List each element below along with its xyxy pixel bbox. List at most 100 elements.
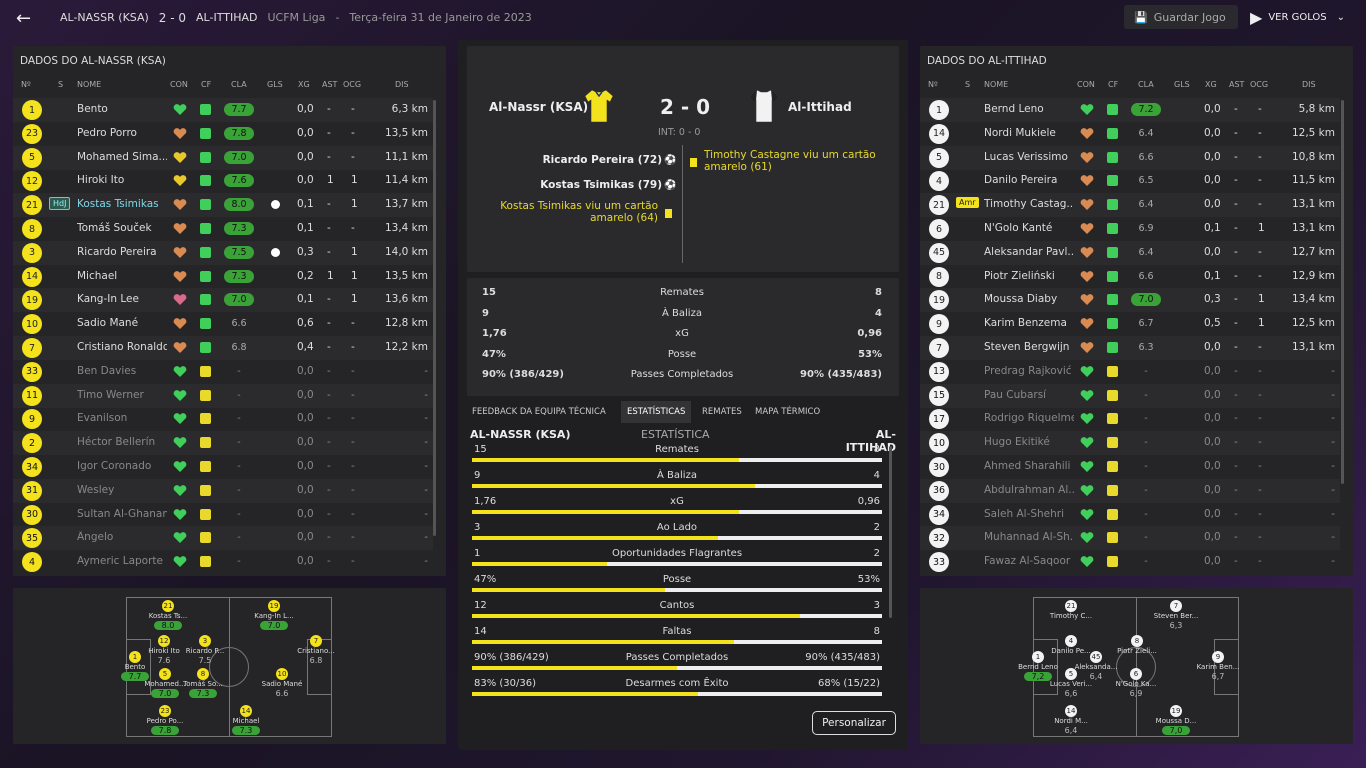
player-row[interactable]: 30 Sultan Al-Ghanam -0,0- - -	[13, 503, 433, 527]
formation-player[interactable]: 23 Pedro Po... 7.8	[140, 705, 190, 735]
player-row[interactable]: 34 Igor Coronado - 0,0 - - -	[13, 455, 433, 479]
player-row[interactable]: 7 Steven Bergwijn 6.3 0,0 - - 13,1 km	[920, 336, 1340, 360]
player-name[interactable]: Steven Bergwijn	[984, 341, 1070, 353]
player-name[interactable]: Karim Benzema	[984, 317, 1067, 330]
player-row[interactable]: 14 Nordi Mukiele 6.4 0,0- -12,5 km	[920, 122, 1340, 146]
player-name[interactable]: Nordi Mukiele	[984, 126, 1056, 139]
player-row[interactable]: 31 Wesley -0,0- - -	[13, 478, 433, 503]
home-scrollbar[interactable]	[433, 100, 436, 536]
player-row[interactable]: 4 Danilo Pereira 6.5 0,0- -11,5 km	[920, 169, 1340, 193]
view-goals-button[interactable]: ▶ VER GOLOS ⌄	[1244, 5, 1356, 29]
tab-shots[interactable]: REMATES	[702, 407, 742, 417]
player-name[interactable]: Tomáš Souček	[77, 222, 152, 234]
formation-player[interactable]: 7 Steven Ber... 6,3	[1151, 600, 1201, 630]
formation-player[interactable]: 19 Moussa D... 7,0	[1151, 705, 1201, 735]
player-row[interactable]: 2 Héctor Bellerín -0,0- - -	[13, 431, 433, 456]
player-name[interactable]: Wesley	[77, 483, 115, 496]
player-name[interactable]: Danilo Pereira	[984, 174, 1058, 187]
formation-player[interactable]: 12 Hiroki Ito 7.6	[139, 635, 189, 665]
player-name[interactable]: Sadio Mané	[77, 317, 139, 330]
player-name[interactable]: Bento	[77, 103, 108, 115]
player-name[interactable]: Kang-In Lee	[77, 293, 139, 306]
player-row[interactable]: 23 Pedro Porro 7.8 0,0- -13,5 km	[13, 122, 433, 146]
formation-player[interactable]: 19 Kang-In L... 7.0	[249, 600, 299, 630]
player-row[interactable]: 21 Amr Timothy Castag... 6.4 0,0- -13,1 km	[920, 193, 1340, 218]
formation-player[interactable]: 7 Cristiano... 6.8	[291, 635, 341, 665]
formation-player[interactable]: 1 Bernd Leno 7,2	[1013, 651, 1063, 681]
formation-player[interactable]: 1 Bento 7.7	[110, 651, 160, 681]
formation-player[interactable]: 6 N'Golo Ka... 6,9	[1111, 668, 1161, 698]
player-row[interactable]: 8 Piotr Zieliński 6.6 0,1- -12,9 km	[920, 265, 1340, 289]
tab-feedback[interactable]: FEEDBACK DA EQUIPA TÉCNICA	[472, 407, 606, 417]
player-name[interactable]: Fawaz Al-Saqoor	[984, 555, 1071, 568]
player-name[interactable]: Timo Werner	[77, 388, 144, 401]
player-row[interactable]: 5 Mohamed Sima... 7.0 0,0- -11,1 km	[13, 145, 433, 170]
formation-player[interactable]: 5 Lucas Veri... 6,6	[1046, 668, 1096, 698]
player-name[interactable]: Ricardo Pereira	[77, 245, 157, 258]
player-row[interactable]: 14 Michael 7.3 0,2 1 1 13,5 km	[13, 265, 433, 289]
player-name[interactable]: Abdulrahman Al...	[984, 483, 1074, 496]
player-name[interactable]: Bernd Leno	[984, 103, 1044, 115]
player-name[interactable]: Aleksandar Pavl...	[984, 245, 1074, 258]
player-name[interactable]: Saleh Al-Shehri	[984, 507, 1065, 520]
formation-player[interactable]: 3 Ricardo P... 7.5	[180, 635, 230, 665]
formation-player[interactable]: 10 Sadio Mané 6.6	[257, 668, 307, 698]
player-row[interactable]: 32 Muhannad Al-Sh... -0,0- - -	[920, 526, 1340, 551]
tab-statistics[interactable]: ESTATÍSTICAS	[621, 401, 692, 423]
player-row[interactable]: 9 Evanilson -0,0- - -	[13, 407, 433, 431]
formation-player[interactable]: 14 Michael 7.3	[221, 705, 271, 735]
formation-player[interactable]: 45 Aleksanda... 6,4	[1071, 651, 1121, 681]
player-row[interactable]: 4 Aymeric Laporte -0,0- - -	[13, 550, 433, 574]
player-row[interactable]: 10 Hugo Ekitiké -0,0- - -	[920, 431, 1340, 456]
player-name[interactable]: Ângelo	[77, 531, 114, 544]
away-scrollbar[interactable]	[1341, 100, 1344, 484]
player-row[interactable]: 36 Abdulrahman Al... -0,0- - -	[920, 478, 1340, 503]
player-name[interactable]: Kostas Tsimikas	[77, 198, 159, 211]
customize-button[interactable]: Personalizar	[812, 711, 896, 735]
tab-heatmap[interactable]: MAPA TÉRMICO	[755, 407, 821, 417]
player-name[interactable]: Muhannad Al-Sh...	[984, 531, 1074, 544]
player-row[interactable]: 19 Moussa Diaby 7.0 0,3- 1 13,4 km	[920, 288, 1340, 313]
formation-player[interactable]: 4 Danilo Pe...	[1046, 635, 1096, 655]
formation-player[interactable]: 9 Karim Ben... 6,7	[1193, 651, 1243, 681]
player-name[interactable]: Michael	[77, 269, 118, 282]
player-row[interactable]: 6 N'Golo Kanté 6.9 0,1 - 1 13,1 km	[920, 217, 1340, 241]
player-row[interactable]: 17 Rodrigo Riquelme -0,0- - -	[920, 407, 1340, 431]
player-row[interactable]: 33 Ben Davies -0,0- - -	[13, 360, 433, 384]
player-row[interactable]: 13 Predrag Rajković -0,0- - -	[920, 360, 1340, 384]
player-name[interactable]: Sultan Al-Ghanam	[77, 507, 167, 520]
formation-player[interactable]: 14 Nordi M... 6,4	[1046, 705, 1096, 735]
player-name[interactable]: Mohamed Sima...	[77, 150, 167, 163]
player-row[interactable]: 35 Ângelo -0,0- - -	[13, 526, 433, 551]
player-row[interactable]: 1 Bernd Leno 7.2 0,0 - - 5,8 km	[920, 98, 1340, 122]
player-name[interactable]: Timothy Castag...	[984, 198, 1074, 211]
player-name[interactable]: Pau Cubarsí	[984, 388, 1047, 401]
player-name[interactable]: Predrag Rajković	[984, 364, 1072, 377]
player-row[interactable]: 45 Aleksandar Pavl... 6.4 0,0- -12,7 km	[920, 240, 1340, 265]
player-name[interactable]: Piotr Zieliński	[984, 269, 1055, 282]
player-row[interactable]: 19 Kang-In Lee 7.0 0,1- 1 13,6 km	[13, 288, 433, 313]
player-row[interactable]: 11 Timo Werner -0,0- - -	[13, 383, 433, 408]
player-row[interactable]: 8 Tomáš Souček 7.3 0,1 - - 13,4 km	[13, 217, 433, 241]
formation-player[interactable]: 21 Timothy C...	[1046, 600, 1096, 620]
save-game-button[interactable]: 💾 Guardar Jogo	[1124, 5, 1238, 29]
player-row[interactable]: 33 Fawaz Al-Saqoor -0,0- - -	[920, 550, 1340, 574]
player-row[interactable]: 21 HdJ Kostas Tsimikas 8.0 0,1- 1 13,7 km	[13, 193, 433, 218]
formation-player[interactable]: 5 Mohamed... 7.0	[140, 668, 190, 698]
player-name[interactable]: N'Golo Kanté	[984, 222, 1053, 234]
player-row[interactable]: 10 Sadio Mané 6.6 0,6- -12,8 km	[13, 312, 433, 336]
player-row[interactable]: 5 Lucas Verissimo 6.6 0,0- -10,8 km	[920, 145, 1340, 170]
player-row[interactable]: 15 Pau Cubarsí -0,0- - -	[920, 383, 1340, 408]
player-row[interactable]: 34 Saleh Al-Shehri -0,0- - -	[920, 503, 1340, 527]
player-row[interactable]: 1 Bento 7.7 0,0 - - 6,3 km	[13, 98, 433, 122]
player-row[interactable]: 30 Ahmed Sharahili - 0,0 - - -	[920, 455, 1340, 479]
player-row[interactable]: 12 Hiroki Ito 7.6 0,0 1 1 11,4 km	[13, 169, 433, 193]
player-name[interactable]: Hiroki Ito	[77, 174, 125, 187]
player-name[interactable]: Héctor Bellerín	[77, 436, 156, 449]
player-name[interactable]: Igor Coronado	[77, 460, 152, 472]
stats-scrollbar[interactable]	[889, 446, 892, 618]
player-row[interactable]: 9 Karim Benzema 6.7 0,5- 1 12,5 km	[920, 312, 1340, 336]
player-row[interactable]: 3 Ricardo Pereira 7.5 0,3- 1 14,0 km	[13, 240, 433, 265]
player-name[interactable]: Lucas Verissimo	[984, 150, 1068, 163]
player-name[interactable]: Evanilson	[77, 412, 128, 425]
